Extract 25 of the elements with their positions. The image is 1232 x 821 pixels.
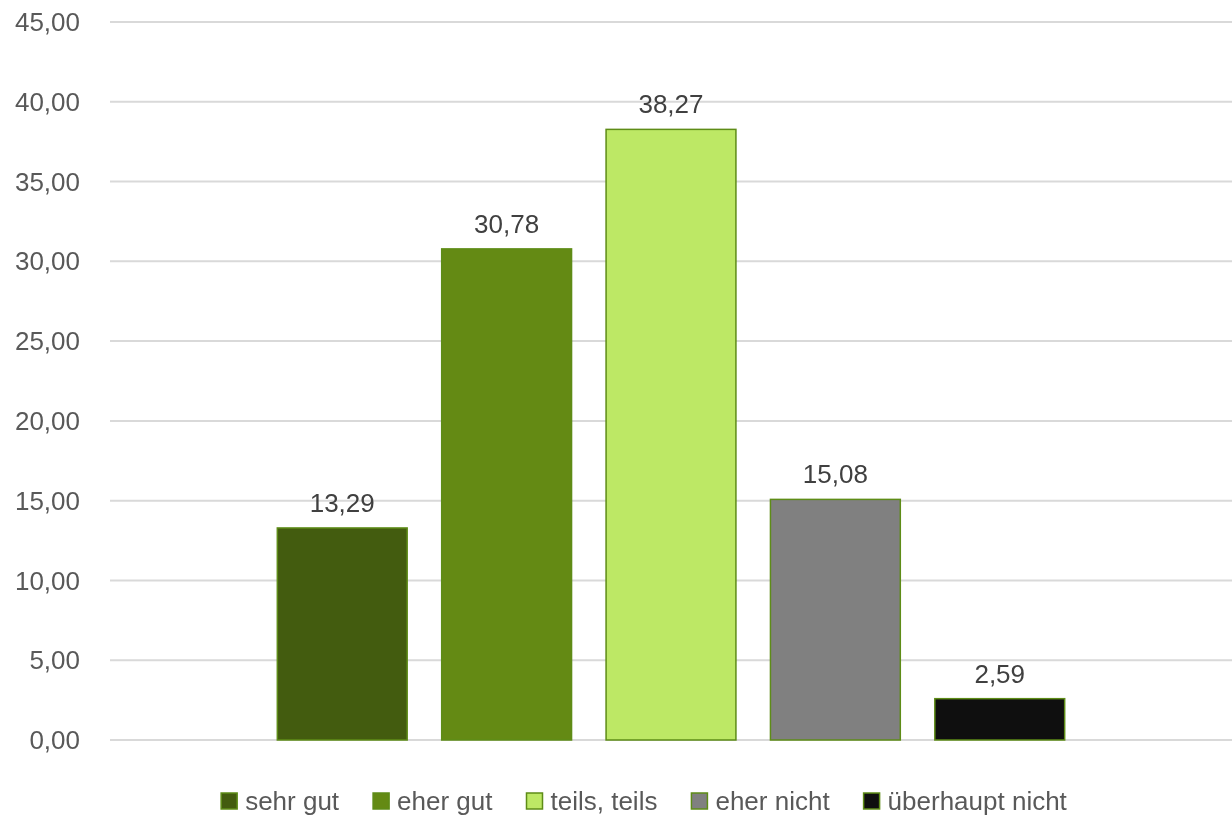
data-label: 15,08 bbox=[802, 459, 868, 490]
y-tick-label: 25,00 bbox=[14, 326, 80, 357]
y-tick-label: 10,00 bbox=[14, 565, 80, 596]
bar bbox=[605, 128, 737, 741]
y-tick-label: 15,00 bbox=[14, 485, 80, 516]
y-tick-label: 5,00 bbox=[29, 645, 80, 676]
data-label: 38,27 bbox=[638, 89, 704, 120]
y-tick-label: 40,00 bbox=[14, 86, 80, 117]
legend-label: eher nicht bbox=[715, 786, 831, 817]
bar bbox=[440, 248, 573, 741]
bar bbox=[934, 697, 1066, 741]
legend-label: eher gut bbox=[397, 786, 494, 817]
bar bbox=[276, 527, 408, 741]
data-label: 2,59 bbox=[974, 658, 1026, 689]
y-tick-label: 35,00 bbox=[14, 166, 80, 197]
bar bbox=[769, 498, 902, 741]
y-tick-label: 45,00 bbox=[14, 7, 80, 38]
y-tick-label: 30,00 bbox=[14, 246, 80, 277]
data-label: 13,29 bbox=[309, 487, 375, 518]
legend-label: sehr gut bbox=[245, 786, 340, 817]
data-label: 30,78 bbox=[474, 208, 540, 239]
y-tick-label: 20,00 bbox=[14, 405, 80, 436]
legend-label: teils, teils bbox=[550, 786, 658, 817]
legend-label: überhaupt nicht bbox=[887, 786, 1068, 817]
y-tick-label: 0,00 bbox=[29, 725, 80, 756]
